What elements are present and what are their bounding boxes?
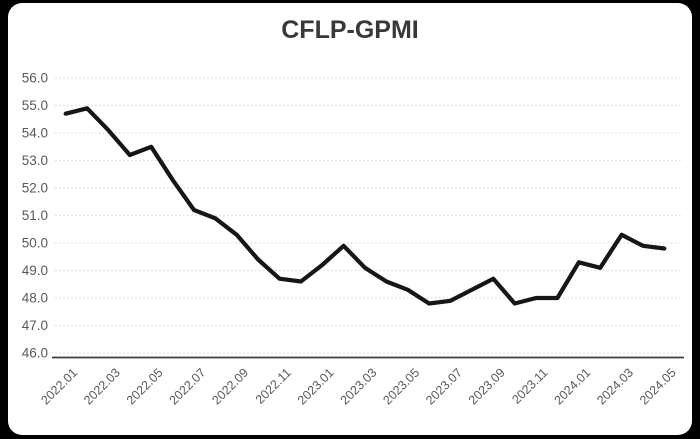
x-axis-tick-label: 2024.05 bbox=[637, 366, 679, 408]
x-axis-tick-label: 2023.01 bbox=[295, 366, 337, 408]
x-axis-tick-label: 2024.03 bbox=[594, 366, 636, 408]
y-axis-tick-label: 46.0 bbox=[22, 346, 48, 361]
y-axis-tick-label: 54.0 bbox=[22, 126, 48, 141]
x-axis-tick-label: 2022.09 bbox=[209, 366, 251, 408]
chart-title: CFLP-GPMI bbox=[281, 16, 419, 44]
y-axis-tick-label: 56.0 bbox=[22, 71, 48, 86]
x-axis-tick-label: 2022.01 bbox=[38, 366, 80, 408]
y-axis-tick-label: 51.0 bbox=[22, 208, 48, 223]
x-axis-tick-label: 2023.09 bbox=[466, 366, 508, 408]
pmi-series-line bbox=[63, 106, 667, 306]
y-axis-tick-label: 53.0 bbox=[22, 153, 48, 168]
y-axis-tick-label: 49.0 bbox=[22, 263, 48, 278]
x-axis-tick-label: 2022.07 bbox=[167, 366, 209, 408]
y-axis-tick-label: 55.0 bbox=[22, 98, 48, 113]
chart-card bbox=[8, 3, 692, 435]
x-axis-tick-label: 2022.03 bbox=[81, 366, 123, 408]
y-axis-tick-label: 52.0 bbox=[22, 181, 48, 196]
x-axis-tick-label: 2023.07 bbox=[423, 366, 465, 408]
y-axis-tick-label: 50.0 bbox=[22, 236, 48, 251]
x-axis-tick-label: 2023.05 bbox=[380, 366, 422, 408]
x-axis-tick-label: 2022.05 bbox=[124, 366, 166, 408]
x-axis-tick-label: 2023.11 bbox=[509, 366, 550, 407]
y-axis-tick-label: 48.0 bbox=[22, 291, 48, 306]
y-axis-tick-label: 47.0 bbox=[22, 318, 48, 333]
x-axis-tick-label: 2022.11 bbox=[253, 366, 294, 407]
x-axis-tick-label: 2024.01 bbox=[551, 366, 593, 408]
x-axis-tick-label: 2023.03 bbox=[338, 366, 380, 408]
